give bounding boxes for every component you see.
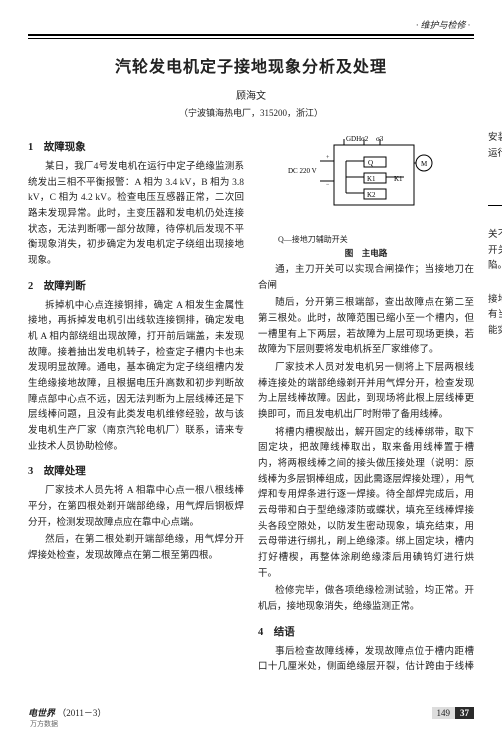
svg-text:K1: K1 (367, 175, 376, 183)
para: 厂家技术人员先将 A 相靠中心点一根八根线棒平分，在第四根处剃开端部绝缘，用气焊… (28, 484, 244, 531)
para: 然后，在第二根处剃开端部绝缘，用气焊分开焊接处检查，发现故障点在第二根至第四根。 (28, 533, 244, 564)
page-number: 149 37 (432, 707, 475, 719)
rule-thick (28, 34, 474, 36)
fig-label-dc: DC 220 V (288, 167, 317, 175)
figure-note: Q—接地刀辅助开关 (258, 234, 474, 245)
svg-text:σ2: σ2 (361, 135, 369, 143)
issue: （2011－3） (57, 708, 106, 718)
para: 厂家技术人员对发电机另一侧将上下层两根线棒连接处的端部绝缘剃开并用气焊分开，检查… (258, 361, 474, 424)
rule-thin (28, 38, 474, 39)
wanfang-label: 万方数据 (30, 719, 58, 729)
svg-text:Q: Q (368, 159, 373, 167)
svg-text:K1: K1 (394, 175, 403, 183)
svg-text:K2: K2 (367, 191, 376, 199)
keywords: 发电机 接地 故障 维修 (488, 183, 502, 197)
body-columns: 1 故障现象 某日，我厂4号发电机在运行中定子绝缘监测系统发出三相不平衡报警：A… (28, 131, 474, 691)
journal-name: 电世界 (28, 708, 55, 718)
svg-text:+: + (326, 155, 330, 161)
para: 将槽内槽楔敲出，解开固定的线棒绑带，取下固定块，把故障线棒取出，取来备用线棒置于… (258, 426, 474, 583)
editor-line: （编辑 志 峰） (488, 344, 502, 357)
heading-3: 3 故障处理 (28, 463, 244, 478)
section-label: · 维护与检修 · (28, 18, 474, 31)
figure-circuit: DC 220 V − + GDH σ2 σ3 M Q K1 K2 K1 (258, 131, 474, 259)
para: 通，主刀开关可以实现合闸操作；当接地刀在合闸 (258, 263, 474, 294)
article-title: 汽轮发电机定子接地现象分析及处理 (28, 53, 474, 77)
svg-text:−: − (326, 182, 330, 188)
figure-caption: 图 主电路 (258, 247, 474, 259)
heading-1: 1 故障现象 (28, 139, 244, 154)
affiliation: （宁波镇海热电厂，315200，浙江） (28, 106, 474, 119)
svg-text:GDH: GDH (346, 135, 361, 143)
para: 拆掉机中心点连接铜排，确定 A 相发生金属性接地，再拆掉发电机引出线软连接铜排，… (28, 299, 244, 456)
keywords-bracket: 【电机 控制电路 故障 技术改造】 (488, 357, 502, 373)
divider (488, 205, 502, 206)
heading-2: 2 故障判断 (28, 278, 244, 293)
footer: 电世界 （2011－3） 149 37 (28, 706, 474, 719)
svg-text:M: M (421, 160, 428, 168)
heading-4: 4 结语 (258, 624, 474, 639)
para: 检修完毕，做各项绝缘检测试验，均正常。开机后，接地现象消失，绝缘监测正常。 (258, 584, 474, 615)
para: 随后，分开第三根端部，查出故障点在第二至第三根处。此时，故障范围已缩小至一个槽内… (258, 296, 474, 359)
para: 位置时，Q 断开，主电路相应地断开，主刀开关不能实现合闸操作。这样，就避免了不管… (488, 212, 502, 275)
editor-line: （编辑 志 峰） (488, 166, 502, 179)
para: 某日，我厂4号发电机在运行中定子绝缘监测系统发出三相不平衡报警：A 相为 3.4… (28, 160, 244, 270)
author: 顾海文 (28, 87, 474, 102)
para: 另外，如果从双接地刀开关时，则需要将 2 个接地刀位置辅助开关的常闭触点都串入主… (488, 277, 502, 340)
